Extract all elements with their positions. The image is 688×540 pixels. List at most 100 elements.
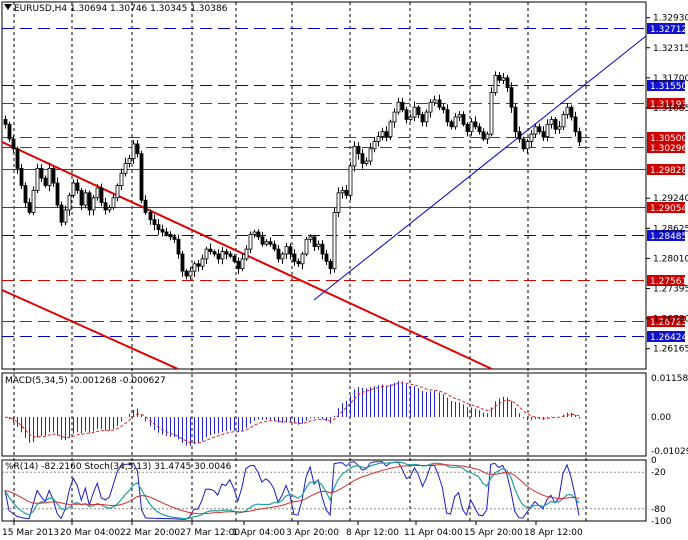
candle-body — [533, 126, 538, 135]
candle-body — [481, 131, 486, 140]
candle-body — [31, 189, 36, 213]
candle-body — [517, 131, 522, 140]
candle-body — [453, 116, 458, 128]
candle-body — [220, 251, 225, 260]
candle-body — [336, 192, 341, 213]
level-price-tag — [647, 98, 685, 109]
price-axis-label: 1.31085 — [653, 104, 688, 114]
candle-body — [79, 189, 84, 206]
candle-body — [244, 248, 249, 260]
candle-body — [35, 167, 40, 191]
candle-body — [400, 101, 405, 111]
candle-body — [232, 256, 237, 262]
oscillator-axis-label: -20 — [651, 468, 666, 478]
level-price-tag — [647, 316, 685, 327]
candle-body — [168, 234, 173, 238]
candle-body — [348, 165, 353, 196]
candle-body — [573, 116, 578, 133]
williams-r-line — [4, 461, 580, 520]
candle-body — [184, 270, 189, 277]
macd-axis-label: 0.011584 — [651, 374, 688, 384]
candle-body — [521, 138, 526, 150]
candle-body — [83, 192, 88, 206]
macd-signal-line — [4, 382, 580, 444]
oscillator-panel-frame — [1, 459, 647, 522]
candle-body — [320, 243, 325, 255]
candle-body — [493, 75, 498, 93]
candle-body — [188, 270, 193, 277]
candle-body — [553, 119, 558, 130]
price-axis-label: 1.31700 — [653, 74, 688, 84]
candle-body — [148, 212, 153, 221]
candle-body — [59, 204, 64, 223]
level-price-tag-label: 1.31550 — [650, 82, 687, 92]
candle-body — [135, 143, 140, 155]
candle-body — [537, 126, 542, 133]
level-price-tag-label: 1.28485 — [650, 232, 687, 242]
oscillator-axis-label: -100 — [651, 517, 672, 527]
candle-body — [300, 253, 305, 265]
candle-body — [304, 238, 309, 255]
candle-body — [176, 238, 181, 255]
candle-body — [469, 121, 474, 133]
candle-body — [308, 236, 313, 240]
candle-body — [272, 243, 277, 250]
candle-body — [513, 106, 518, 133]
candle-body — [477, 126, 482, 133]
candle-body — [3, 119, 8, 125]
candle-body — [416, 106, 421, 115]
candle-body — [384, 131, 389, 137]
candle-body — [47, 167, 52, 186]
candle-body — [139, 153, 144, 201]
time-axis-label: 22 Mar 20:00 — [120, 528, 180, 538]
candle-body — [87, 192, 92, 211]
candle-body — [192, 263, 197, 272]
candle-body — [95, 187, 100, 199]
time-axis-label: 1 Apr 04:00 — [232, 528, 285, 538]
chart-menu-arrow-icon — [4, 4, 12, 10]
candle-body — [127, 158, 132, 164]
oscillator-axis-label: -80 — [651, 505, 666, 515]
candle-body — [445, 109, 450, 123]
time-axis-label: 8 Apr 12:00 — [346, 528, 399, 538]
candle-body — [352, 145, 357, 167]
candle-body — [473, 121, 478, 128]
time-axis-label: 3 Apr 20:00 — [286, 528, 339, 538]
candle-body — [288, 246, 293, 255]
oscillator-axis-label: 0 — [651, 456, 657, 466]
level-price-tag-label: 1.29828 — [650, 166, 687, 176]
macd-axis-label: 0.00 — [651, 413, 671, 423]
candle-body — [27, 202, 32, 213]
candle-body — [115, 185, 120, 199]
candle-body — [428, 101, 433, 113]
candle-body — [392, 111, 397, 123]
candle-body — [296, 260, 301, 265]
level-price-tag-label: 1.26723 — [650, 318, 687, 328]
candle-body — [577, 131, 582, 143]
candle-body — [39, 167, 44, 179]
candle-body — [316, 243, 321, 248]
candle-body — [424, 111, 429, 123]
candle-body — [107, 207, 112, 211]
candle-body — [505, 77, 510, 89]
level-price-tag — [647, 275, 685, 286]
candle-body — [368, 148, 373, 162]
candle-body — [240, 258, 245, 270]
candle-body — [344, 189, 349, 196]
candle-body — [388, 121, 393, 137]
candle-body — [340, 189, 345, 194]
price-axis-label: 1.32315 — [653, 44, 688, 54]
candle-body — [549, 119, 554, 125]
level-price-tag-label: 1.29054 — [650, 204, 687, 214]
candle-body — [356, 145, 361, 155]
candle-body — [408, 116, 413, 120]
candle-body — [264, 241, 269, 245]
candle-body — [360, 153, 365, 164]
candle-body — [11, 138, 16, 150]
candle-body — [19, 167, 24, 186]
candle-body — [123, 163, 128, 174]
candle-body — [63, 209, 68, 223]
candle-body — [457, 114, 462, 118]
